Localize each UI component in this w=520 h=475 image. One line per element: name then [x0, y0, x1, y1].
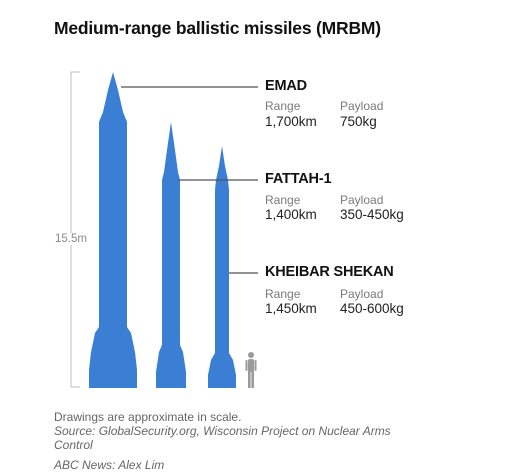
fattah-1-range-value: 1,400km — [265, 207, 317, 222]
scale-note: Drawings are approximate in scale. — [54, 410, 242, 424]
credit: ABC News: Alex Lim — [54, 458, 165, 472]
emad-range-label: Range — [265, 99, 301, 113]
emad-name: EMAD — [265, 78, 307, 94]
kheibar-shekan-range-label: Range — [265, 287, 301, 301]
human-scale-icon — [245, 352, 257, 388]
height-scale-bracket — [70, 71, 80, 388]
kheibar-shekan-payload-label: Payload — [340, 287, 384, 301]
kheibar-shekan-range-value: 1,450km — [265, 301, 317, 316]
kheibar-shekan-payload-value: 450-600kg — [340, 301, 404, 316]
fattah-1-payload-label: Payload — [340, 193, 384, 207]
fattah-1-missile — [156, 122, 186, 388]
emad-missile — [89, 72, 137, 388]
emad-range-value: 1,700km — [265, 114, 317, 129]
height-label: 15.5m — [55, 233, 90, 245]
emad-payload-label: Payload — [340, 99, 384, 113]
source-line-2: Control — [54, 438, 93, 452]
emad-payload-value: 750kg — [340, 114, 377, 129]
fattah-1-payload-value: 350-450kg — [340, 207, 404, 222]
kheibar-shekan-name: KHEIBAR SHEKAN — [265, 264, 394, 280]
kheibar-shekan-missile — [208, 146, 236, 388]
chart-title: Medium-range ballistic missiles (MRBM) — [54, 18, 381, 38]
source-line-1: Source: GlobalSecurity.org, Wisconsin Pr… — [54, 424, 391, 438]
fattah-1-range-label: Range — [265, 193, 301, 207]
fattah-1-name: FATTAH-1 — [265, 171, 332, 187]
